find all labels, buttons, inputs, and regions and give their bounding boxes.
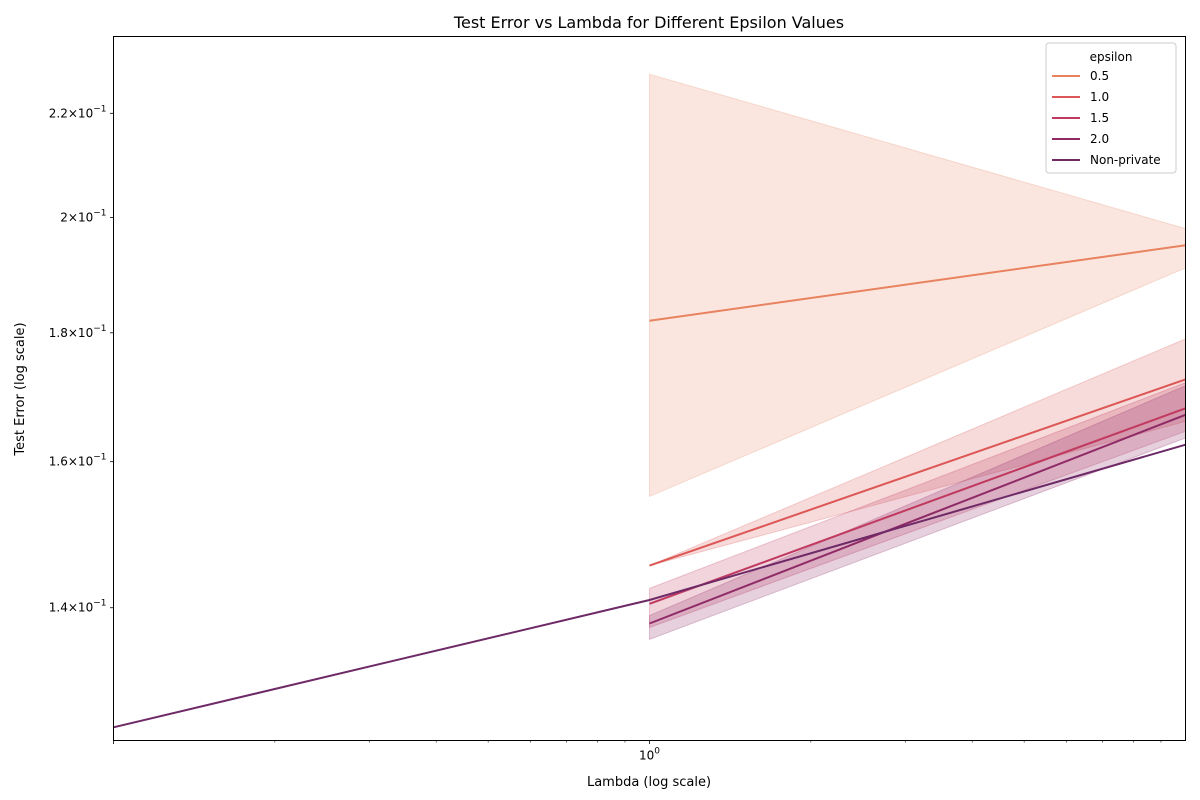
y-tick-label: 1.4×10−1	[49, 599, 107, 615]
chart-title: Test Error vs Lambda for Different Epsil…	[453, 13, 844, 32]
y-tick-label: 2×10−1	[60, 209, 106, 225]
y-tick-label: 2.2×10−1	[49, 104, 107, 120]
legend-label: 2.0	[1090, 132, 1109, 146]
legend-label: Non-private	[1090, 153, 1161, 167]
legend-label: 1.5	[1090, 111, 1109, 125]
series-line-non-private	[113, 443, 1186, 729]
legend-label: 0.5	[1090, 69, 1109, 83]
y-axis: 1.4×10−1 1.6×10−1 1.8×10−1 2×10−1 2.2×10−1	[49, 104, 114, 615]
y-axis-label: Test Error (log scale)	[13, 322, 28, 456]
series-lines	[113, 244, 1186, 729]
y-tick-label: 1.6×10−1	[49, 453, 107, 469]
series-line-1-0	[649, 378, 1186, 567]
series-line-0-5	[649, 244, 1186, 322]
series-line-1-5	[649, 407, 1186, 605]
y-tick-label: 1.8×10−1	[49, 324, 107, 340]
x-tick-label: 100	[639, 747, 660, 763]
legend: epsilon 0.5 1.0 1.5 2.0 Non-private	[1045, 42, 1177, 174]
legend-label: 1.0	[1090, 90, 1109, 104]
x-axis-label: Lambda (log scale)	[587, 775, 711, 790]
series-line-2-0	[649, 413, 1186, 625]
legend-title: epsilon	[1090, 50, 1133, 64]
x-axis: 100	[113, 740, 1162, 763]
ci-bands	[649, 73, 1186, 641]
